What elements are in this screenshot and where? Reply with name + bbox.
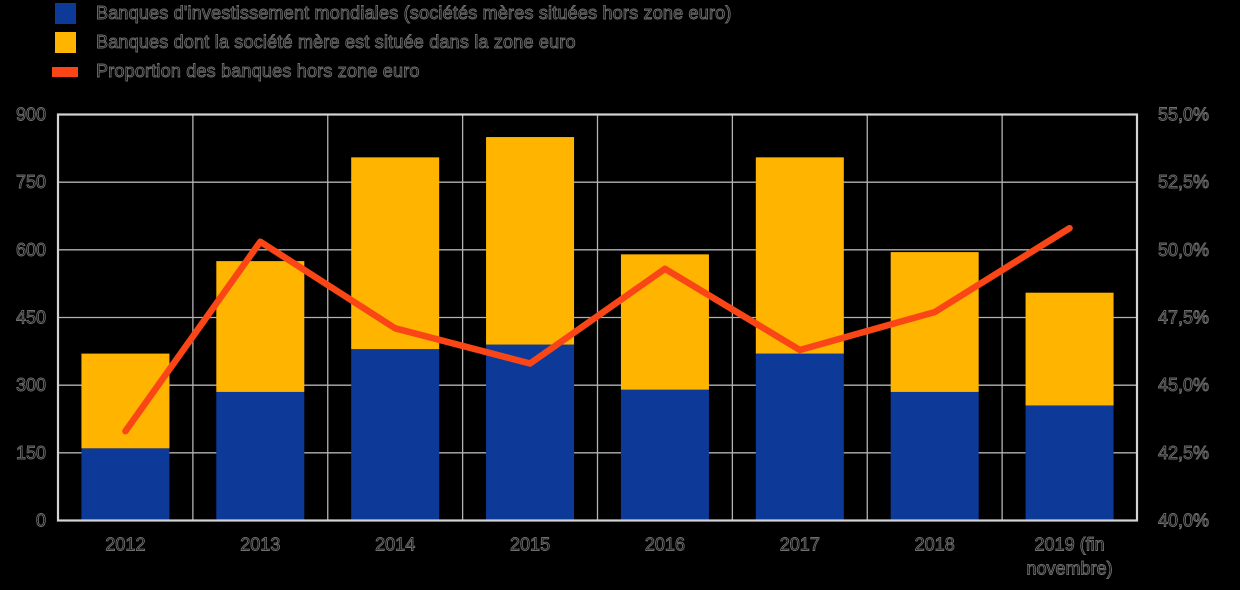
legend-item: Proportion des banques hors zone euro (52, 61, 732, 82)
legend-swatch-wrap (52, 32, 78, 53)
x-axis-tick-label: 2015 (510, 535, 550, 555)
line-series (122, 224, 1073, 435)
x-axis-tick-label: 2013 (240, 535, 280, 555)
left-axis-tick-label: 150 (16, 443, 46, 463)
legend-label: Banques dont la société mère est située … (96, 32, 576, 53)
bar-segment (81, 448, 170, 521)
left-axis-tick-label: 750 (16, 172, 46, 192)
bar-segment (216, 391, 305, 521)
x-axis-tick-label: 2016 (645, 535, 685, 555)
plot-border (56, 113, 1139, 522)
yellow-bar-swatch-icon (54, 32, 76, 53)
legend-swatch-wrap (52, 3, 78, 24)
bar-segment (755, 353, 844, 521)
bar-segment (755, 157, 844, 354)
x-axis-tick-label: novembre) (1027, 559, 1113, 579)
chart-legend: Banques d'investissement mondiales (soci… (52, 3, 732, 82)
orange-line-swatch-icon (52, 66, 78, 77)
right-axis-tick-label: 47,5% (1158, 308, 1209, 328)
x-axis-tick-label: 2017 (780, 535, 820, 555)
x-axis-tick-label: 2018 (915, 535, 955, 555)
x-axis-tick-label: 2014 (375, 535, 415, 555)
bar-segment (1025, 292, 1114, 406)
right-axis-tick-label: 50,0% (1158, 240, 1209, 260)
legend-label: Banques d'investissement mondiales (soci… (96, 3, 732, 24)
right-axis-tick-label: 52,5% (1158, 172, 1209, 192)
left-axis-tick-label: 450 (16, 308, 46, 328)
right-axis-tick-label: 42,5% (1158, 443, 1209, 463)
blue-bar-swatch-icon (54, 3, 76, 24)
left-axis-tick-label: 600 (16, 240, 46, 260)
bar-segment (620, 389, 709, 521)
x-axis-tick-label: 2012 (105, 535, 145, 555)
bar-segment (486, 137, 575, 345)
legend-item: Banques d'investissement mondiales (soci… (52, 3, 732, 24)
bar-segment (1025, 405, 1114, 521)
right-axis-tick-label: 40,0% (1158, 511, 1209, 531)
x-axis-tick-label: 2019 (fin (1035, 535, 1105, 555)
left-axis-tick-label: 300 (16, 375, 46, 395)
legend-item: Banques dont la société mère est située … (52, 32, 732, 53)
right-axis-tick-label: 55,0% (1158, 105, 1209, 125)
bar-segment (351, 157, 440, 350)
bar-segment (486, 344, 575, 521)
bar-segment (620, 254, 709, 390)
bar-segment (351, 349, 440, 521)
legend-swatch-wrap (52, 66, 78, 77)
left-axis-tick-label: 900 (16, 105, 46, 125)
left-axis-tick-label: 0 (36, 511, 46, 531)
right-axis-tick-label: 45,0% (1158, 375, 1209, 395)
bar-segment (890, 391, 979, 521)
legend-label: Proportion des banques hors zone euro (96, 61, 420, 82)
